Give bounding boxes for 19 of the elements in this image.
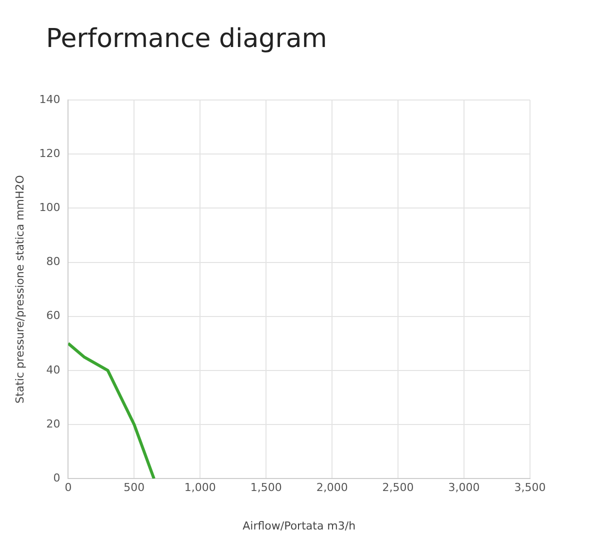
x-tick-label: 0 [64,481,72,494]
y-tick-label: 40 [46,363,60,376]
x-axis-title: Airflow/Portata m3/h [242,519,356,532]
y-tick-label: 120 [39,146,60,160]
y-tick-label: 0 [53,471,60,484]
x-tick-label: 3,000 [448,481,480,494]
chart-title: Performance diagram [46,24,328,54]
x-tick-label: 500 [124,481,145,494]
x-tick-label: 2,000 [316,481,348,494]
y-tick-label: 140 [39,92,60,106]
x-tick-label: 1,000 [184,481,216,494]
y-tick-label: 60 [46,309,60,322]
y-tick-label: 100 [39,201,60,214]
x-tick-label: 1,500 [250,481,282,494]
y-axis-title: Static pressure/pressione statica mmH2O [13,174,26,404]
y-tick-label: 80 [46,255,60,268]
y-tick-label: 20 [46,417,60,430]
x-tick-label: 2,500 [382,481,414,494]
x-tick-label: 3,500 [514,481,546,494]
